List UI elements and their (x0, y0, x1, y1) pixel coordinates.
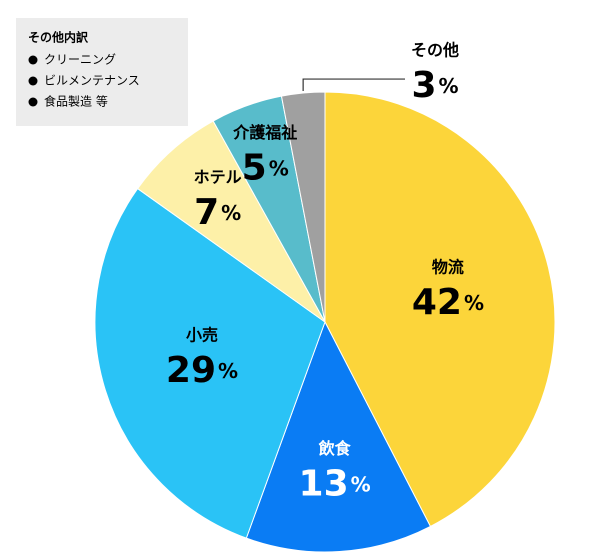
slice-value: 13% (299, 463, 371, 504)
legend-item: 食品製造 等 (44, 94, 108, 109)
value-number: 13 (299, 463, 349, 504)
slice-name: ホテル (194, 168, 242, 187)
legend-bullet (28, 97, 38, 107)
legend-item: ビルメンテナンス (44, 74, 140, 88)
slice-value: 3% (411, 65, 458, 106)
value-unit: % (269, 156, 289, 180)
leader-line (302, 78, 405, 92)
slice (136, 120, 326, 323)
slice-value: 7% (194, 192, 241, 233)
value-unit: % (218, 359, 238, 383)
slice (324, 91, 556, 528)
slice (280, 91, 326, 323)
value-number: 42 (412, 282, 462, 323)
value-number: 3 (411, 65, 436, 106)
legend-bullet (28, 76, 38, 86)
slice-value: 42% (412, 282, 484, 323)
slice-value: 5% (242, 148, 289, 189)
legend-item: クリーニング (44, 53, 116, 67)
value-unit: % (351, 472, 371, 496)
slice-value: 29% (166, 350, 238, 391)
slice-name: 小売 (186, 326, 218, 345)
slice-name: 介護福祉 (232, 123, 297, 142)
slice-name: その他 (411, 41, 459, 60)
legend-box (16, 18, 188, 126)
value-unit: % (464, 291, 484, 315)
slice (245, 320, 432, 553)
pie (94, 91, 556, 553)
legend-bullet (28, 55, 38, 65)
value-unit: % (221, 201, 241, 225)
value-number: 7 (194, 192, 219, 233)
value-number: 29 (166, 350, 216, 391)
slice-name: 物流 (432, 258, 464, 277)
value-number: 5 (242, 148, 267, 189)
legend-title: その他内訳 (28, 30, 89, 45)
slice (94, 187, 326, 539)
slice-name: 飲食 (318, 439, 352, 458)
value-unit: % (439, 74, 459, 98)
